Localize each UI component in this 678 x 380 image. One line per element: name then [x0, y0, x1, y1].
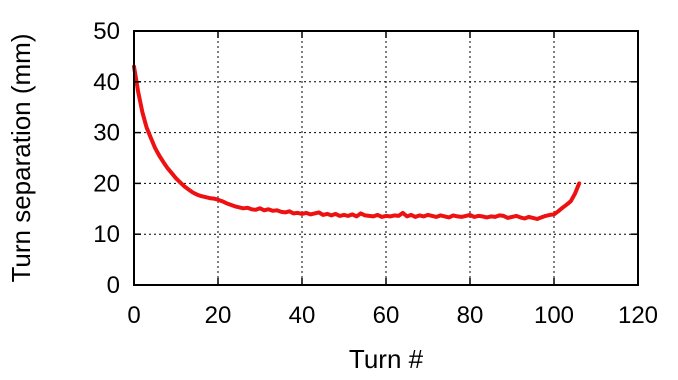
y-tick-label: 0	[107, 272, 120, 299]
series-layer	[132, 64, 582, 221]
y-axis-title: Turn separation (mm)	[6, 34, 36, 283]
y-tick-labels: 0 10 20 30 40 50	[93, 18, 120, 299]
series-line	[132, 64, 582, 221]
y-tick-label: 40	[93, 69, 120, 96]
x-tick-label: 60	[373, 302, 400, 329]
x-axis-title: Turn #	[349, 344, 424, 374]
tick-marks	[133, 30, 639, 286]
x-tick-label: 80	[457, 302, 484, 329]
x-tick-label: 40	[289, 302, 316, 329]
grid	[134, 31, 638, 285]
y-tick-label: 20	[93, 170, 120, 197]
y-tick-label: 30	[93, 120, 120, 147]
x-tick-labels: 0 20 40 60 80 100 120	[127, 302, 658, 329]
x-tick-label: 20	[205, 302, 232, 329]
x-tick-label: 0	[127, 302, 140, 329]
x-tick-label: 120	[618, 302, 658, 329]
y-tick-label: 10	[93, 221, 120, 248]
x-tick-label: 100	[534, 302, 574, 329]
y-tick-label: 50	[93, 18, 120, 45]
